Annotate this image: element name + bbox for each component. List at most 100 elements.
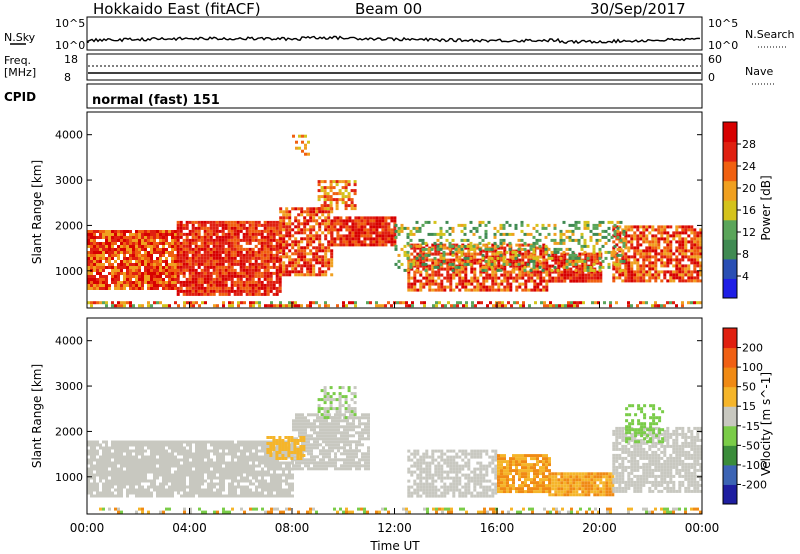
power-cell (394, 247, 398, 251)
power-cell (428, 264, 432, 268)
power-cell (473, 273, 477, 277)
power-cell (464, 288, 468, 292)
velocity-cell (156, 494, 159, 498)
power-cell (657, 228, 661, 232)
power-cell (242, 220, 246, 224)
power-cell (215, 268, 219, 272)
velocity-cell (129, 473, 132, 477)
power-cell (123, 251, 126, 254)
power-cell (515, 243, 519, 247)
velocity-cell (132, 443, 135, 447)
power-cell (90, 266, 93, 269)
velocity-cell (255, 494, 258, 498)
power-cell (675, 231, 679, 235)
power-cell (633, 270, 637, 274)
power-cell (663, 304, 666, 308)
velocity-cell (213, 443, 216, 447)
power-cell (351, 222, 355, 226)
power-cell (324, 249, 328, 253)
power-cell (425, 273, 429, 277)
velocity-cell (87, 440, 90, 444)
power-cell (675, 234, 679, 238)
power-cell (427, 220, 431, 224)
power-cell (254, 292, 258, 296)
velocity-cell (180, 482, 183, 486)
power-cell (123, 275, 126, 278)
velocity-cell (219, 470, 222, 474)
power-cell (179, 244, 183, 248)
power-cell (144, 266, 147, 269)
power-cell (264, 304, 267, 308)
velocity-cell (93, 449, 96, 453)
power-cell (471, 301, 474, 305)
power-cell (645, 301, 648, 305)
velocity-cell (231, 491, 234, 495)
power-cell (273, 304, 276, 308)
power-cell (320, 186, 324, 190)
power-cell (90, 257, 93, 260)
velocity-cell (261, 491, 264, 495)
velocity-cell (255, 446, 258, 450)
velocity-cell (126, 494, 129, 498)
power-cell (303, 231, 307, 235)
power-cell (156, 242, 159, 245)
power-cell (494, 246, 498, 250)
power-cell (681, 228, 685, 232)
power-cell (663, 228, 667, 232)
velocity-cell (114, 494, 117, 498)
power-cell (93, 263, 96, 266)
power-cell (461, 276, 465, 280)
velocity-cell (126, 488, 129, 492)
power-cell (176, 268, 180, 272)
power-cell (108, 245, 111, 248)
power-cell (144, 245, 147, 248)
power-cell (357, 222, 361, 226)
power-cell (645, 270, 649, 274)
power-cell (272, 271, 276, 275)
velocity-cell (261, 443, 264, 447)
power-cell (102, 263, 105, 266)
power-cell (559, 238, 563, 242)
power-cell (666, 240, 670, 244)
power-cell (135, 236, 138, 239)
power-cell (312, 255, 316, 259)
power-cell (179, 235, 183, 239)
power-cell (428, 279, 432, 283)
power-cell (156, 245, 159, 248)
power-cell (266, 271, 270, 275)
power-cell (484, 265, 488, 269)
velocity-cell (90, 485, 93, 489)
power-cell (502, 238, 506, 242)
power-cell (357, 231, 361, 235)
power-cell (413, 276, 417, 280)
power-cell (427, 250, 431, 254)
power-cell (159, 251, 162, 254)
velocity-cell (228, 470, 231, 474)
power-cell (215, 235, 219, 239)
power-cell (578, 252, 582, 256)
power-cell (150, 233, 153, 236)
velocity-cell (144, 440, 147, 444)
velocity-cell (207, 485, 210, 489)
power-cell (285, 207, 289, 211)
power-cell (300, 267, 304, 271)
velocity-cell (144, 455, 147, 459)
velocity-cell (132, 482, 135, 486)
power-cell (520, 223, 524, 227)
power-cell (598, 223, 602, 227)
power-cell (639, 249, 643, 253)
velocity-cell (168, 479, 171, 483)
power-cell (323, 192, 327, 196)
power-cell (126, 278, 129, 281)
power-cell (260, 241, 264, 245)
power-cell (272, 238, 276, 242)
power-cell (446, 273, 450, 277)
power-cell (400, 229, 404, 233)
power-cell (639, 231, 643, 235)
power-cell (236, 289, 240, 293)
velocity-cell (231, 476, 234, 480)
power-cell (102, 236, 105, 239)
power-cell (168, 230, 171, 233)
velocity-cell (195, 449, 198, 453)
power-cell (543, 304, 546, 308)
